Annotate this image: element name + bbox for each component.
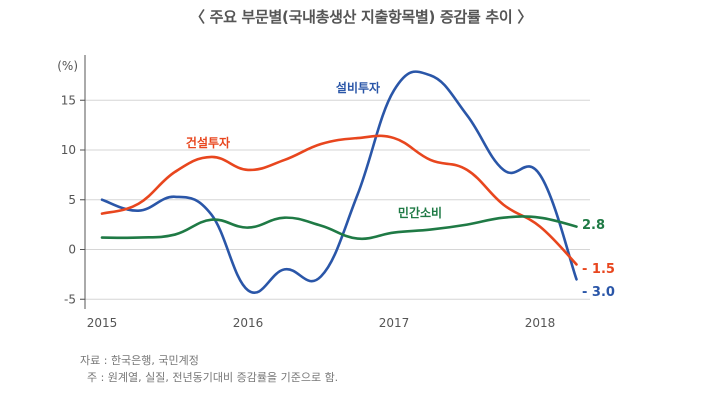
x-tick-label: 2018 [525,316,556,330]
x-ticks: 2015 2016 2017 2018 [87,316,556,330]
grid-lines [80,99,590,300]
end-value-label: - 1.5 [582,262,615,277]
footnote: 주 : 원계열, 실질, 전년동기대비 증감률을 기준으로 함. [80,371,339,384]
y-tick-label: 5 [68,193,76,207]
series-lines [100,70,578,294]
series-line [100,215,578,241]
series-label: 민간소비 [398,205,442,220]
x-tick-label: 2017 [379,316,410,330]
series-labels: 설비투자 - 3.0 건설투자 - 1.5 민간소비 2.8 [186,80,615,300]
source-note: 자료 : 한국은행, 국민계정 [80,354,199,367]
y-tick-label: 15 [61,93,76,107]
series-line [100,70,578,294]
series-line [100,134,578,266]
x-tick-label: 2015 [87,316,118,330]
y-ticks: -5 0 5 10 15 [61,93,76,306]
y-tick-label: -5 [64,292,76,306]
end-value-label: - 3.0 [582,285,615,300]
x-tick-label: 2016 [233,316,264,330]
y-axis-unit: (%) [57,59,78,73]
series-label: 설비투자 [336,80,380,95]
y-tick-label: 10 [61,143,76,157]
series-label: 건설투자 [186,135,230,150]
y-tick-label: 0 [68,243,76,257]
chart-title: 〈 주요 부문별(국내총생산 지출항목별) 증감률 추이 〉 [189,8,533,26]
end-value-label: 2.8 [582,218,605,233]
chart-notes: 자료 : 한국은행, 국민계정 주 : 원계열, 실질, 전년동기대비 증감률을… [80,352,338,386]
